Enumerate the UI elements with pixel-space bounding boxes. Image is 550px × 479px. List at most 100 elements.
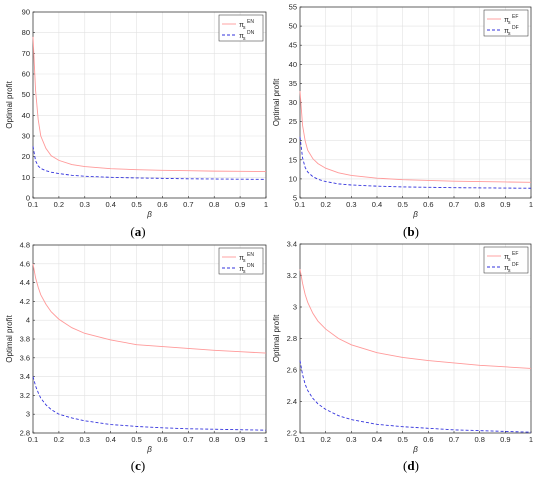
- x-tick-label: 0.9: [500, 435, 510, 444]
- x-tick-label: 1: [264, 435, 268, 444]
- y-tick-label: 70: [22, 49, 30, 58]
- y-tick-label: 30: [22, 132, 30, 141]
- legend-subscript: s: [508, 257, 511, 263]
- y-axis-title: Optimal profit: [272, 314, 281, 362]
- x-tick-label: 0.9: [235, 200, 245, 209]
- y-tick-label: 3.2: [20, 391, 30, 400]
- x-tick-label: 0.1: [28, 200, 38, 209]
- x-tick-label: 0.6: [423, 435, 433, 444]
- y-tick-label: 35: [289, 79, 297, 88]
- legend-symbol: π: [239, 255, 244, 262]
- x-tick-label: 0.8: [474, 435, 484, 444]
- legend-subscript: s: [243, 269, 246, 275]
- x-tick-label: 0.1: [295, 200, 305, 209]
- x-tick-label: 0.6: [157, 200, 167, 209]
- y-tick-label: 2.8: [20, 429, 30, 438]
- x-tick-label: 0.2: [320, 200, 330, 209]
- x-tick-label: 0.7: [183, 435, 193, 444]
- y-tick-label: 40: [22, 111, 30, 120]
- y-tick-label: 3.6: [20, 353, 30, 362]
- legend-box: [483, 246, 529, 274]
- y-tick-label: 25: [289, 117, 297, 126]
- x-tick-label: 0.3: [80, 200, 90, 209]
- axes-frame: [299, 6, 532, 199]
- x-tick-label: 0.4: [105, 200, 115, 209]
- series-line-en: [32, 36, 267, 172]
- legend-superscript: EF: [512, 14, 518, 20]
- panel-label: (a): [130, 224, 145, 239]
- legend-subscript: s: [508, 268, 511, 274]
- legend-symbol: π: [239, 22, 244, 29]
- chart-panel-4: 0.1 0.2 0.3 0.4 0.5 0.6 0.7 0.8 0.9 1 2.2 2.4 2.6 2.8…: [272, 240, 533, 474]
- x-tick-label: 0.3: [80, 435, 90, 444]
- x-tick-label: 0.2: [54, 200, 64, 209]
- x-tick-label: 0.5: [131, 435, 141, 444]
- y-tick-label: 3: [293, 303, 297, 312]
- legend-subscript: s: [243, 25, 246, 31]
- axes-frame: [32, 11, 267, 199]
- series-line-df: [299, 360, 532, 433]
- legend-symbol: π: [504, 28, 509, 35]
- panel-label: (d): [403, 458, 419, 473]
- x-tick-label: 0.2: [320, 435, 330, 444]
- y-tick-label: 3.4: [20, 372, 30, 381]
- legend-superscript: EF: [512, 251, 518, 257]
- legend-superscript: DN: [247, 30, 255, 36]
- y-tick-label: 4.2: [20, 297, 30, 306]
- y-tick-label: 80: [22, 28, 30, 37]
- x-tick-label: 0.3: [346, 435, 356, 444]
- x-axis-title: β: [412, 445, 418, 454]
- x-tick-label: 0.1: [295, 435, 305, 444]
- x-tick-label: 0.7: [449, 435, 459, 444]
- y-tick-label: 2.4: [287, 397, 297, 406]
- y-tick-label: 50: [289, 22, 297, 31]
- y-tick-label: 40: [289, 60, 297, 69]
- plot-area: [33, 12, 266, 198]
- y-tick-label: 4.8: [20, 241, 30, 250]
- legend-box: [218, 247, 264, 275]
- x-tick-label: 0.4: [372, 200, 382, 209]
- x-tick-label: 0.9: [500, 200, 510, 209]
- x-tick-label: 0.6: [423, 200, 433, 209]
- x-tick-label: 0.2: [54, 435, 64, 444]
- axes-frame: [299, 243, 532, 434]
- y-tick-label: 4: [26, 316, 30, 325]
- y-tick-label: 5: [293, 194, 297, 203]
- chart-panel-2: 0.1 0.2 0.3 0.4 0.5 0.6 0.7 0.8 0.9 1510152025303…: [272, 3, 533, 240]
- y-tick-label: 4.6: [20, 259, 30, 268]
- legend-symbol: π: [239, 266, 244, 273]
- legend-symbol: π: [504, 17, 509, 24]
- y-tick-label: 3.8: [20, 335, 30, 344]
- legend-subscript: s: [508, 31, 511, 37]
- y-tick-label: 3.4: [287, 240, 297, 249]
- x-tick-label: 0.5: [397, 435, 407, 444]
- y-tick-label: 30: [289, 98, 297, 107]
- y-tick-label: 60: [22, 70, 30, 79]
- legend-symbol: π: [504, 265, 509, 272]
- axes-frame: [32, 244, 267, 434]
- x-tick-label: 1: [529, 200, 533, 209]
- series-line-df: [299, 136, 532, 189]
- series-line-ef: [299, 91, 532, 183]
- legend-superscript: EN: [247, 19, 254, 25]
- y-tick-label: 55: [289, 3, 297, 12]
- y-axis-title: Optimal profit: [5, 80, 14, 128]
- y-tick-label: 10: [289, 174, 297, 183]
- y-tick-label: 0: [26, 194, 30, 203]
- series-line-dn: [32, 376, 267, 431]
- x-tick-label: 0.4: [105, 435, 115, 444]
- y-axis-title: Optimal profit: [272, 78, 281, 126]
- legend-superscript: DN: [247, 263, 255, 269]
- y-tick-label: 4.4: [20, 278, 30, 287]
- series-line-en: [32, 263, 267, 354]
- legend-subscript: s: [243, 258, 246, 264]
- y-tick-label: 90: [22, 8, 30, 17]
- x-tick-label: 0.9: [235, 435, 245, 444]
- x-tick-label: 0.8: [209, 435, 219, 444]
- y-tick-label: 10: [22, 173, 30, 182]
- x-axis-title: β: [146, 445, 152, 454]
- legend-superscript: EN: [247, 252, 254, 258]
- y-tick-label: 3.2: [287, 271, 297, 280]
